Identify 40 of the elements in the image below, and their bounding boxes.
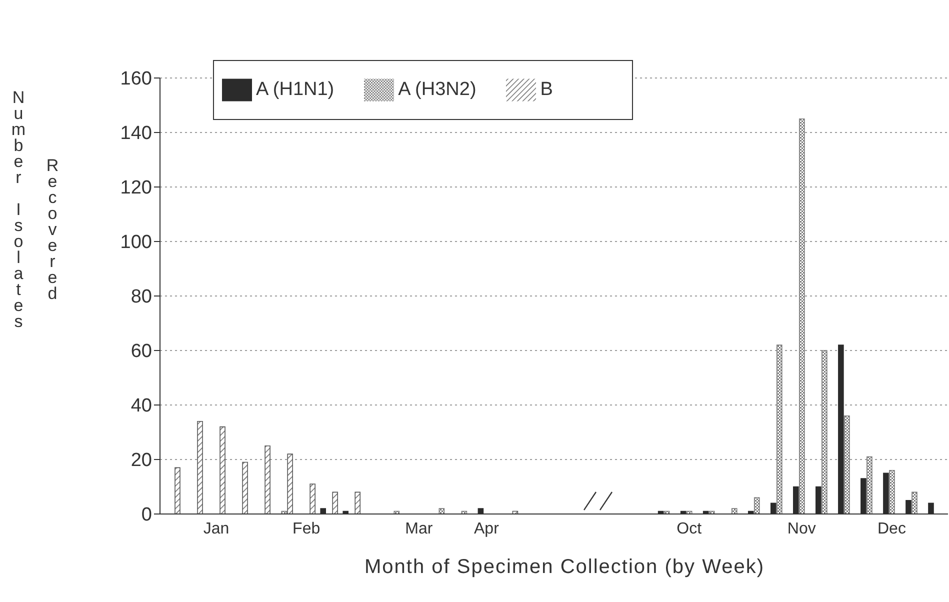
- bar: [438, 508, 445, 514]
- x-tick-label: Nov: [787, 520, 816, 538]
- bar: [866, 456, 872, 514]
- y-tick-label: 40: [130, 396, 152, 417]
- y-tick-label: 80: [130, 286, 152, 308]
- legend-label: B: [540, 79, 553, 100]
- x-tick-label: Jan: [203, 520, 230, 538]
- bar: [822, 350, 828, 514]
- bar: [264, 445, 270, 514]
- y-tick-label: 160: [120, 68, 152, 90]
- bar: [889, 470, 895, 514]
- x-tick-label: Feb: [292, 520, 320, 538]
- y-tick-label: 100: [120, 232, 152, 254]
- bar: [776, 344, 782, 514]
- x-axis-title: Month of Specimen Collection (by Week): [363, 556, 766, 579]
- bar: [220, 426, 226, 514]
- bar: [310, 484, 316, 514]
- bar: [287, 454, 293, 514]
- y-tick-label: 140: [120, 123, 152, 144]
- y-axis-title: Number Isolates Recovered: [8, 88, 62, 328]
- bar: [354, 492, 361, 514]
- x-tick-label: Apr: [474, 520, 500, 538]
- y-tick-label: 20: [130, 450, 152, 472]
- legend-label: A (H1N1): [256, 79, 334, 100]
- y-tick-label: 120: [120, 178, 152, 199]
- bar: [174, 467, 180, 514]
- bar: [912, 492, 918, 514]
- bar: [754, 497, 760, 514]
- legend-label: A (H3N2): [398, 79, 476, 100]
- bar: [844, 416, 850, 514]
- x-tick-label: Mar: [405, 520, 434, 538]
- bar: [799, 118, 805, 514]
- x-tick-label: Oct: [676, 520, 702, 538]
- y-tick-label: 0: [141, 504, 152, 526]
- bar: [197, 420, 203, 514]
- bar: [731, 508, 738, 514]
- bar: [242, 462, 248, 514]
- bar: [332, 492, 338, 514]
- x-tick-label: Dec: [877, 520, 906, 538]
- y-tick-label: 60: [130, 341, 152, 362]
